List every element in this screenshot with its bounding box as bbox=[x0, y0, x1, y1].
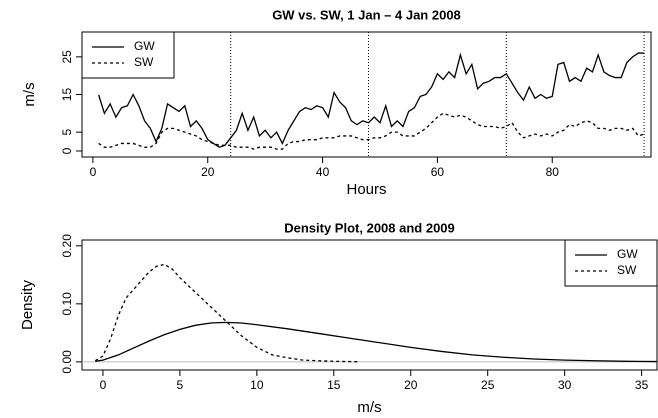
y-tick-label: 0.20 bbox=[60, 234, 74, 258]
x-tick-label: 35 bbox=[635, 378, 649, 392]
x-tick-label: 25 bbox=[481, 378, 495, 392]
y-tick-label: 15 bbox=[60, 88, 74, 102]
y-axis-title: Density bbox=[19, 279, 36, 330]
x-tick-label: 0 bbox=[100, 378, 107, 392]
legend-box bbox=[81, 31, 175, 79]
y-tick-label: 5 bbox=[60, 128, 74, 135]
series-line bbox=[98, 112, 645, 150]
y-tick-label: 0.10 bbox=[60, 292, 74, 316]
x-tick-label: 20 bbox=[201, 165, 215, 179]
x-tick-label: 80 bbox=[546, 165, 560, 179]
x-tick-label: 60 bbox=[431, 165, 445, 179]
y-axis-title: m/s bbox=[21, 82, 38, 106]
series-line bbox=[98, 52, 645, 148]
y-tick-label: 0.00 bbox=[60, 350, 74, 374]
x-tick-label: 5 bbox=[177, 378, 184, 392]
x-tick-label: 20 bbox=[404, 378, 418, 392]
x-tick-label: 30 bbox=[558, 378, 572, 392]
chart-title: GW vs. SW, 1 Jan – 4 Jan 2008 bbox=[272, 7, 461, 22]
legend-label: GW bbox=[617, 247, 638, 261]
chart-title: Density Plot, 2008 and 2009 bbox=[284, 220, 455, 235]
x-axis-title: Hours bbox=[346, 181, 386, 198]
x-tick-label: 0 bbox=[90, 165, 97, 179]
x-axis-title: m/s bbox=[357, 399, 381, 416]
legend-label: GW bbox=[134, 39, 155, 53]
legend-label: SW bbox=[617, 263, 637, 277]
y-tick-label: 0 bbox=[60, 147, 74, 154]
series-line bbox=[94, 263, 360, 363]
y-tick-label: 25 bbox=[60, 50, 74, 64]
x-tick-label: 40 bbox=[316, 165, 330, 179]
plot-frame bbox=[81, 239, 658, 371]
x-tick-label: 15 bbox=[327, 378, 341, 392]
legend-label: SW bbox=[134, 55, 154, 69]
legend-box bbox=[564, 239, 658, 287]
x-tick-label: 10 bbox=[250, 378, 264, 392]
series-line bbox=[95, 321, 658, 363]
